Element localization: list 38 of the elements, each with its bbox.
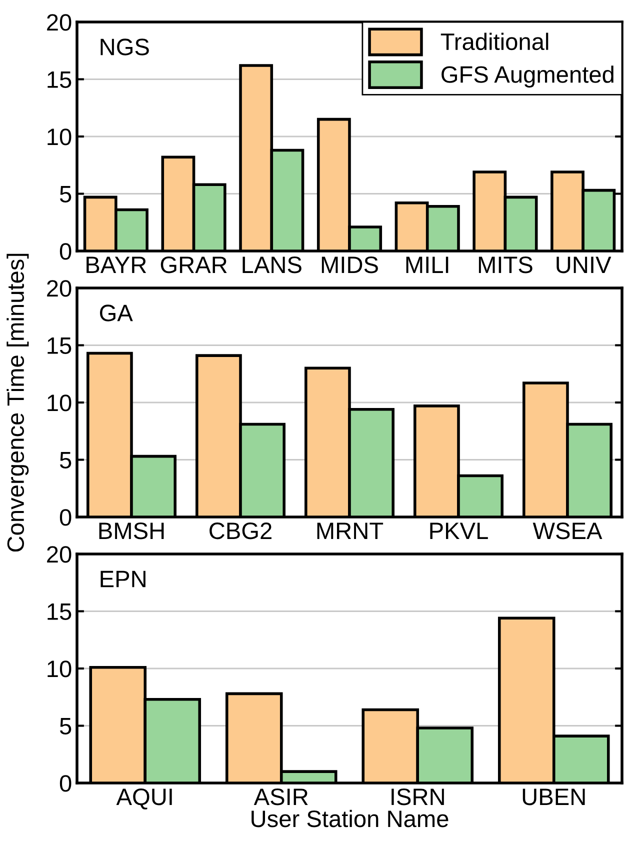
x-tick-label: PKVL — [430, 522, 488, 539]
x-tick-label: MITS — [478, 256, 532, 274]
x-tick-label: WSEA — [532, 522, 602, 540]
x-tick-label: GRAR — [160, 256, 227, 274]
text: EPN — [100, 570, 146, 588]
y-tick-label: 15 — [48, 338, 72, 354]
legend-label: Traditional — [440, 32, 548, 50]
y-tick-label: 20 — [47, 280, 72, 297]
x-axis-title: User Station Name — [252, 810, 448, 828]
x-tick-label: MILI — [406, 256, 448, 273]
x-tick-label: BAYR — [86, 256, 146, 273]
y-tick-label: 5 — [60, 186, 72, 203]
y-tick-label: 20 — [47, 14, 72, 31]
x-tick-label: ASIR — [254, 788, 308, 806]
y-tick-label: 20 — [47, 546, 72, 563]
y-tick-label: 0 — [60, 243, 72, 260]
legend-label: GFS Augmented — [442, 66, 614, 88]
y-tick-label: 10 — [48, 128, 72, 146]
y-axis-title: Convergence Time [minutes] — [6, 254, 29, 552]
x-tick-label: UBEN — [522, 788, 585, 806]
y-tick-label: 0 — [60, 775, 72, 792]
x-tick-label: UNIV — [556, 256, 612, 274]
text: GA — [100, 304, 133, 322]
text: NGS — [100, 38, 149, 56]
y-tick-label: 15 — [48, 604, 72, 620]
x-tick-label: ISRN — [392, 788, 444, 806]
y-tick-label: 10 — [48, 660, 72, 678]
y-tick-label: 10 — [48, 394, 72, 412]
y-tick-label: 5 — [60, 452, 72, 469]
y-tick-label: 5 — [60, 718, 72, 735]
x-tick-label: MRNT — [317, 522, 384, 539]
x-tick-label: MIDS — [322, 256, 378, 274]
y-tick-label: 15 — [48, 72, 72, 88]
x-tick-label: LANS — [242, 256, 302, 274]
x-tick-label: CBG2 — [210, 522, 272, 540]
x-tick-label: AQUI — [116, 788, 172, 810]
y-tick-label: 0 — [60, 509, 72, 526]
x-tick-label: BMSH — [99, 522, 164, 540]
